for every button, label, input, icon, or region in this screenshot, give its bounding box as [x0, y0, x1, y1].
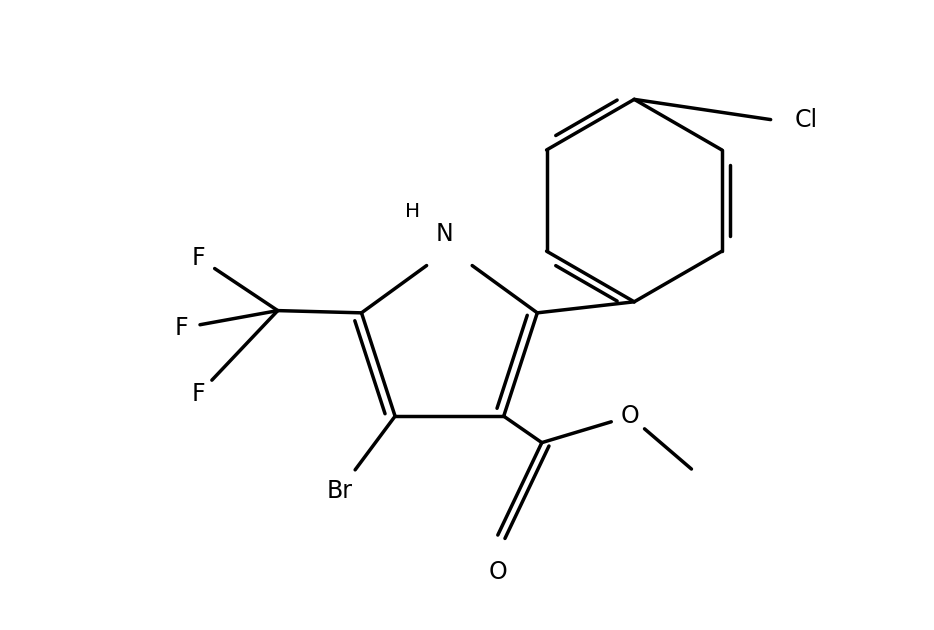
Text: H: H [405, 202, 420, 221]
Text: F: F [191, 382, 205, 406]
Text: F: F [174, 316, 188, 340]
Text: Cl: Cl [795, 108, 817, 132]
Text: F: F [191, 246, 205, 270]
Text: O: O [488, 559, 507, 583]
Text: O: O [620, 404, 639, 428]
Text: Br: Br [326, 479, 352, 503]
Text: N: N [435, 222, 453, 246]
